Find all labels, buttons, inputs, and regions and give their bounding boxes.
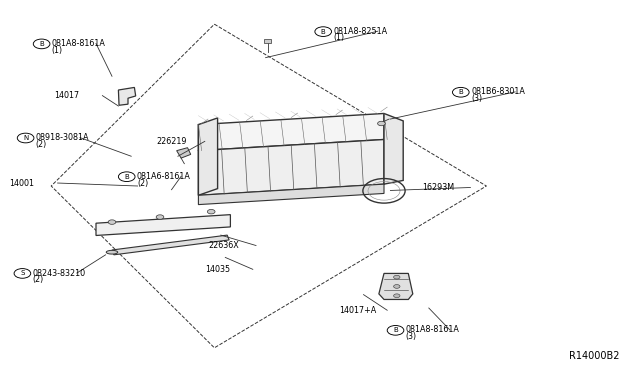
Circle shape <box>394 285 400 288</box>
Text: S: S <box>20 270 24 276</box>
Polygon shape <box>384 113 403 184</box>
Text: B: B <box>39 41 44 47</box>
Text: (1): (1) <box>52 46 63 55</box>
Text: (3): (3) <box>471 94 482 103</box>
Text: 16293M: 16293M <box>422 183 454 192</box>
Text: 14035: 14035 <box>205 265 230 274</box>
Text: 14017+A: 14017+A <box>339 306 376 315</box>
Text: B: B <box>124 174 129 180</box>
Polygon shape <box>198 184 384 205</box>
Circle shape <box>378 121 385 126</box>
Circle shape <box>108 220 116 224</box>
Text: B: B <box>393 327 398 333</box>
Text: 226219: 226219 <box>157 137 188 146</box>
Text: 14001: 14001 <box>10 179 35 187</box>
Text: R14000B2: R14000B2 <box>569 351 620 361</box>
Polygon shape <box>198 140 384 195</box>
Text: (1): (1) <box>333 33 344 42</box>
Text: 08243-83210: 08243-83210 <box>33 269 86 278</box>
Text: (2): (2) <box>36 140 47 149</box>
Text: 081A8-8161A: 081A8-8161A <box>52 39 106 48</box>
Circle shape <box>156 215 164 219</box>
Polygon shape <box>118 87 136 105</box>
Text: 22636X: 22636X <box>208 241 239 250</box>
Text: (2): (2) <box>33 275 44 284</box>
Polygon shape <box>379 273 413 299</box>
Circle shape <box>394 275 400 279</box>
Text: 08918-3081A: 08918-3081A <box>36 133 90 142</box>
Text: B: B <box>321 29 326 35</box>
Polygon shape <box>177 148 191 158</box>
Text: B: B <box>458 89 463 95</box>
Text: 081A8-8161A: 081A8-8161A <box>406 326 460 334</box>
Circle shape <box>394 294 400 298</box>
Text: N: N <box>23 135 28 141</box>
Bar <box>264 39 271 43</box>
Circle shape <box>207 209 215 214</box>
Polygon shape <box>112 235 229 255</box>
Text: 081B6-8301A: 081B6-8301A <box>471 87 525 96</box>
Ellipse shape <box>106 250 118 254</box>
Polygon shape <box>198 118 218 195</box>
Text: 081A8-8251A: 081A8-8251A <box>333 27 388 36</box>
Text: 081A6-8161A: 081A6-8161A <box>137 172 191 181</box>
Text: (2): (2) <box>137 179 148 187</box>
Polygon shape <box>198 113 384 151</box>
Text: (3): (3) <box>406 332 417 341</box>
Polygon shape <box>96 215 230 235</box>
Text: 14017: 14017 <box>54 91 79 100</box>
